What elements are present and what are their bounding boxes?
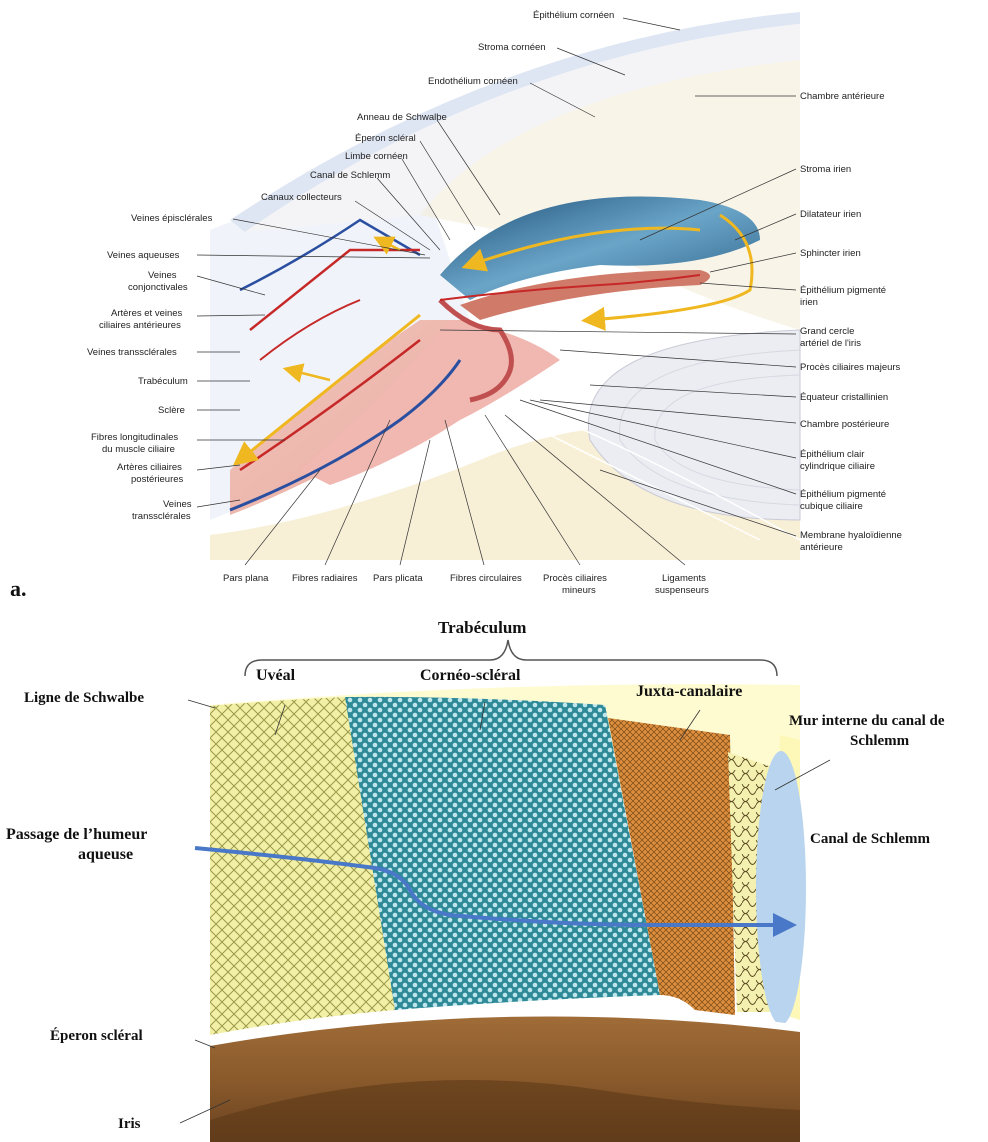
label-stroma-corneen: Stroma cornéen — [478, 42, 546, 53]
label-fibres-radiaires: Fibres radiaires — [292, 573, 358, 584]
label-trabeculum-a: Trabéculum — [138, 376, 188, 387]
label-fibres-circulaires: Fibres circulaires — [450, 573, 522, 584]
label-endothelium-corneen: Endothélium cornéen — [428, 76, 518, 87]
label-sclere: Sclère — [158, 405, 185, 416]
label-grand-cercle-1: Grand cercle — [800, 326, 854, 337]
label-canal-schlemm-b: Canal de Schlemm — [810, 831, 931, 847]
label-veines-transscl2-1: Veines — [163, 499, 192, 510]
label-eperon-scleral: Éperon scléral — [355, 133, 416, 144]
label-arteres-ant-2: ciliaires antérieures — [99, 320, 181, 331]
label-arteres-post-1: Artères ciliaires — [117, 462, 182, 473]
label-membrane-2: antérieure — [800, 542, 843, 553]
label-veines-aqueuses: Veines aqueuses — [107, 250, 180, 261]
label-ligaments-2: suspenseurs — [655, 585, 709, 596]
label-epith-cub-2: cubique ciliaire — [800, 501, 863, 512]
label-veines-episclerales: Veines épisclérales — [131, 213, 213, 224]
label-limbe-corneen: Limbe cornéen — [345, 151, 408, 162]
label-fibres-long-1: Fibres longitudinales — [91, 432, 178, 443]
label-proces-mineurs-2: mineurs — [562, 585, 596, 596]
label-epithelium-corneen: Épithélium cornéen — [533, 10, 614, 21]
label-arteres-post-2: postérieures — [131, 474, 184, 485]
panel-a-illustration — [210, 12, 801, 560]
label-sphincter: Sphincter irien — [800, 248, 861, 259]
label-chambre-post: Chambre postérieure — [800, 419, 889, 430]
panel-a-leader-lines — [196, 17, 797, 566]
label-proces-majeurs: Procès ciliaires majeurs — [800, 362, 901, 373]
label-veines-transscl: Veines transsclérales — [87, 347, 177, 358]
label-iris: Iris — [118, 1116, 141, 1132]
label-grand-cercle-2: artériel de l'iris — [800, 338, 861, 349]
panel-a-letter: a. — [10, 576, 27, 601]
schlemm-canal-shape — [756, 751, 806, 1025]
label-ligne-schwalbe: Ligne de Schwalbe — [24, 690, 144, 706]
label-proces-mineurs-1: Procès ciliaires — [543, 573, 607, 584]
region-juxta-canalaire — [608, 718, 735, 1015]
label-epith-clair-2: cylindrique ciliaire — [800, 461, 875, 472]
label-eperon-scleral-b: Éperon scléral — [50, 1027, 143, 1044]
label-veines-conj-2: conjonctivales — [128, 282, 188, 293]
label-mur-interne-1: Mur interne du canal de — [789, 713, 945, 729]
label-membrane-1: Membrane hyaloïdienne — [800, 530, 902, 541]
label-epith-pigm-irien-1: Épithélium pigmenté — [800, 285, 886, 296]
label-anneau-schwalbe: Anneau de Schwalbe — [357, 112, 447, 123]
label-epith-cub-1: Épithélium pigmenté — [800, 489, 886, 500]
label-epith-pigm-irien-2: irien — [800, 297, 818, 308]
label-juxta-canalaire: Juxta-canalaire — [636, 683, 742, 700]
label-trabeculum-b: Trabéculum — [438, 618, 526, 637]
label-veines-conj-1: Veines — [148, 270, 177, 281]
label-canaux-collecteurs: Canaux collecteurs — [261, 192, 342, 203]
label-equateur: Équateur cristallinien — [800, 392, 888, 403]
label-canal-schlemm: Canal de Schlemm — [310, 170, 390, 181]
label-passage-1: Passage de l’humeur — [6, 826, 147, 843]
label-chambre-anterieure: Chambre antérieure — [800, 91, 885, 102]
label-ligaments-1: Ligaments — [662, 573, 706, 584]
region-uveal — [210, 697, 395, 1035]
label-stroma-irien: Stroma irien — [800, 164, 851, 175]
label-epith-clair-1: Épithélium clair — [800, 449, 864, 460]
region-corneo-scleral — [345, 696, 660, 1010]
label-pars-plicata: Pars plicata — [373, 573, 423, 584]
label-fibres-long-2: du muscle ciliaire — [102, 444, 175, 455]
trabeculum-brace — [244, 639, 778, 677]
panel-a-labels: Épithélium cornéen Stroma cornéen Endoth… — [87, 10, 902, 596]
panel-b-diagram — [179, 639, 831, 1142]
label-corneo-scleral: Cornéo-scléral — [420, 667, 521, 684]
label-arteres-ant-1: Artères et veines — [111, 308, 183, 319]
label-mur-interne-2: Schlemm — [850, 733, 910, 749]
aqueous-flow-arrow — [194, 846, 797, 937]
label-pars-plana: Pars plana — [223, 573, 269, 584]
panel-b-labels: Trabéculum Uvéal Cornéo-scléral Juxta-ca… — [6, 618, 945, 1132]
label-veines-transscl2-2: transsclérales — [132, 511, 191, 522]
label-uveal: Uvéal — [256, 667, 296, 684]
label-passage-2: aqueuse — [78, 846, 133, 863]
label-dilatateur: Dilatateur irien — [800, 209, 861, 220]
